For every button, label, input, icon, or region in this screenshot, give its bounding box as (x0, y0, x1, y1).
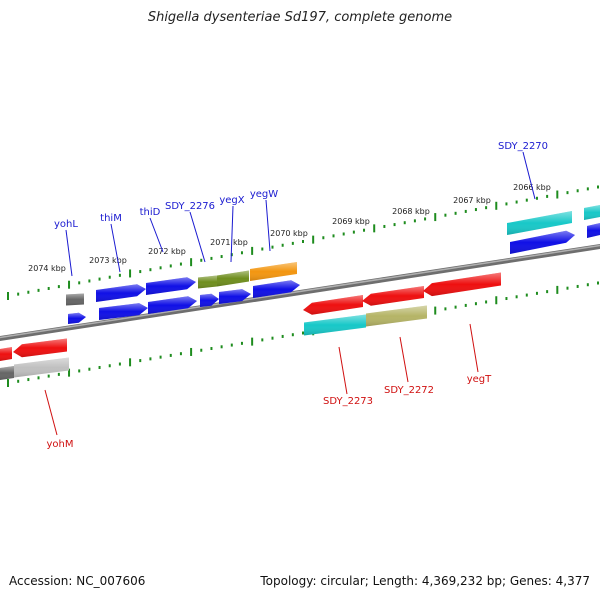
kbp-label: 2070 kbp (270, 229, 308, 238)
gene-label[interactable]: thiM (100, 213, 122, 224)
gene-yohM[interactable] (13, 338, 67, 358)
gene-label[interactable]: yegT (467, 374, 492, 385)
gene-SDY_2270[interactable] (510, 230, 575, 254)
leader-line (149, 217, 164, 253)
leader-line (65, 229, 73, 277)
gene-label[interactable]: SDY_2270 (498, 141, 548, 152)
gene-label[interactable]: yohL (54, 219, 78, 230)
tick-marks (7, 185, 599, 387)
gene-thiD-b[interactable] (148, 296, 197, 314)
gene-SDY_2273[interactable] (303, 295, 363, 315)
gene-yegX[interactable] (219, 289, 251, 304)
gene-label[interactable]: thiD (140, 207, 161, 218)
kbp-label: 2074 kbp (28, 264, 66, 273)
leader-line (522, 151, 536, 200)
leader-line (230, 205, 234, 263)
accession-text: Accession: NC_007606 (9, 574, 146, 588)
gene-label[interactable]: SDY_2273 (323, 396, 373, 407)
gene-thiM-a[interactable] (96, 284, 146, 302)
gene-label[interactable]: yegX (219, 195, 244, 206)
gene-edge-cyan[interactable] (584, 205, 600, 220)
gene-label[interactable]: SDY_2276 (165, 201, 215, 212)
leader-line (399, 336, 409, 383)
gene-thiD-a[interactable] (146, 277, 196, 295)
map-title: Shigella dysenteriae Sd197, complete gen… (147, 10, 453, 25)
leader-line (189, 211, 206, 263)
genome-backbone (0, 244, 600, 342)
leader-line (469, 323, 479, 373)
gene-yohL[interactable] (68, 312, 86, 324)
gene-edge-blue[interactable] (587, 223, 600, 238)
genome-summary-text: Topology: circular; Length: 4,369,232 bp… (260, 574, 590, 588)
gene-edge-red[interactable] (0, 347, 12, 361)
gene-label[interactable]: yegW (250, 189, 278, 200)
gene-SDY_2272[interactable] (362, 286, 424, 306)
gene-SDY_2272-khaki[interactable] (366, 305, 427, 327)
gene-SDY_2276[interactable] (200, 293, 219, 307)
gene-yohL-gray[interactable] (66, 293, 84, 306)
kbp-label: 2073 kbp (89, 256, 127, 265)
gene-features (0, 205, 600, 380)
gene-thiM-b[interactable] (99, 303, 148, 320)
kbp-label: 2067 kbp (453, 196, 491, 205)
gene-edge-gray[interactable] (0, 366, 14, 380)
gene-label[interactable]: yohM (46, 439, 73, 450)
gene-SDY_2273-cyan[interactable] (304, 314, 366, 336)
leader-line (338, 346, 348, 395)
leader-line (44, 389, 58, 436)
leader-line (265, 199, 271, 252)
kbp-label: 2072 kbp (148, 247, 186, 256)
gene-yegW[interactable] (253, 280, 300, 298)
gene-SDY_2276-olive[interactable] (198, 275, 217, 289)
gene-yegW-orange[interactable] (250, 262, 297, 281)
gene-yohM-lightgray[interactable] (14, 357, 69, 378)
upper-tick-row (7, 185, 599, 300)
gene-labels: 2074 kbp 2073 kbp 2072 kbp 2071 kbp 2070 kbp… (28, 141, 551, 450)
gene-SDY_2270-cyan[interactable] (507, 211, 572, 235)
leader-line (110, 223, 121, 273)
gene-yegX-olive[interactable] (217, 270, 249, 287)
kbp-label: 2071 kbp (210, 238, 248, 247)
gene-label[interactable]: SDY_2272 (384, 385, 434, 396)
gene-yegT[interactable] (423, 272, 501, 297)
kbp-label: 2068 kbp (392, 207, 430, 216)
kbp-label: 2069 kbp (332, 217, 370, 226)
